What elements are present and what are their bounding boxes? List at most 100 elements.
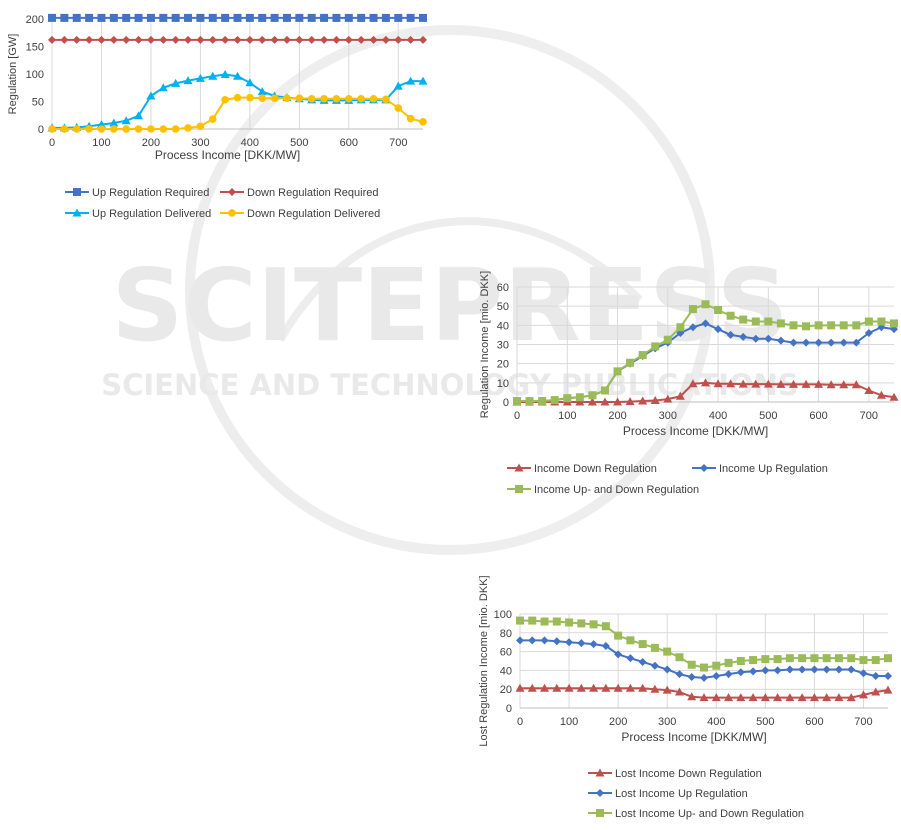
data-point bbox=[538, 397, 547, 406]
y-tick-label: 200 bbox=[26, 14, 44, 26]
legend-marker bbox=[73, 188, 81, 196]
y-tick-label: 20 bbox=[500, 684, 512, 696]
legend-marker bbox=[72, 208, 82, 217]
data-point bbox=[789, 338, 798, 347]
data-point bbox=[676, 323, 685, 332]
x-tick-label: 600 bbox=[805, 716, 823, 728]
data-point bbox=[134, 125, 143, 133]
x-tick-label: 600 bbox=[340, 137, 358, 149]
legend-label: Income Up Regulation bbox=[719, 463, 828, 475]
data-point bbox=[406, 76, 416, 85]
data-point bbox=[847, 665, 856, 674]
data-point bbox=[724, 658, 733, 667]
data-point bbox=[109, 13, 118, 22]
data-point bbox=[184, 35, 193, 44]
data-point bbox=[282, 13, 291, 22]
data-point bbox=[171, 125, 180, 133]
data-point bbox=[588, 391, 597, 400]
legend-marker bbox=[514, 463, 524, 472]
data-point bbox=[552, 683, 562, 692]
data-point bbox=[233, 93, 242, 102]
data-point bbox=[97, 13, 106, 22]
data-point bbox=[701, 300, 710, 309]
data-point bbox=[419, 118, 427, 126]
data-point bbox=[208, 13, 217, 22]
data-point bbox=[587, 397, 597, 406]
data-point bbox=[847, 654, 856, 663]
data-point bbox=[332, 13, 341, 22]
data-point bbox=[159, 35, 168, 44]
data-point bbox=[257, 87, 267, 96]
data-point bbox=[712, 672, 721, 681]
data-point bbox=[332, 94, 341, 103]
data-point bbox=[687, 660, 696, 669]
data-point bbox=[852, 321, 861, 330]
data-point bbox=[394, 13, 403, 22]
data-point bbox=[749, 667, 758, 676]
data-point bbox=[884, 672, 892, 681]
x-tick-label: 100 bbox=[558, 410, 576, 422]
x-tick-label: 200 bbox=[142, 137, 160, 149]
data-point bbox=[406, 13, 415, 22]
data-point bbox=[344, 35, 353, 44]
data-point bbox=[776, 319, 785, 328]
data-point bbox=[876, 390, 886, 399]
data-point bbox=[183, 76, 193, 85]
data-point bbox=[650, 661, 659, 670]
data-point bbox=[877, 317, 886, 326]
legend-item: Down Regulation Required bbox=[220, 187, 378, 199]
data-point bbox=[158, 83, 168, 92]
y-tick-label: 0 bbox=[38, 124, 44, 136]
data-point bbox=[761, 666, 770, 675]
data-point bbox=[369, 13, 378, 22]
data-point bbox=[889, 392, 899, 401]
data-point bbox=[282, 35, 291, 44]
series-1 bbox=[512, 378, 899, 406]
legend-label: Lost Income Down Regulation bbox=[615, 768, 762, 780]
data-point bbox=[233, 35, 242, 44]
data-point bbox=[625, 397, 635, 406]
data-point bbox=[626, 654, 635, 663]
data-point bbox=[614, 650, 623, 659]
data-point bbox=[748, 693, 758, 702]
data-point bbox=[146, 91, 156, 100]
data-point bbox=[601, 683, 611, 692]
data-point bbox=[270, 94, 279, 102]
legend-item: Lost Income Up- and Down Regulation bbox=[588, 808, 804, 820]
data-point bbox=[814, 321, 823, 330]
data-point bbox=[802, 322, 811, 331]
data-point bbox=[60, 35, 69, 44]
x-tick-label: 300 bbox=[659, 410, 677, 422]
data-point bbox=[565, 638, 574, 647]
data-point bbox=[270, 35, 279, 44]
series-2 bbox=[513, 319, 898, 406]
data-point bbox=[245, 13, 254, 22]
data-point bbox=[184, 124, 192, 132]
data-point bbox=[864, 317, 873, 326]
data-point bbox=[369, 94, 378, 103]
x-tick-label: 300 bbox=[658, 716, 676, 728]
series-line bbox=[517, 322, 895, 403]
legend: Income Down Regulation Income Up Regulati… bbox=[507, 463, 828, 496]
y-axis-title: Lost Regulation Income [mio. DKK] bbox=[478, 575, 490, 746]
data-point bbox=[406, 114, 415, 123]
x-tick-label: 100 bbox=[92, 137, 110, 149]
data-point bbox=[357, 13, 366, 22]
data-point bbox=[822, 693, 832, 702]
data-point bbox=[773, 655, 782, 664]
data-point bbox=[221, 13, 230, 22]
data-point bbox=[839, 321, 848, 330]
data-point bbox=[283, 94, 291, 102]
y-tick-label: 100 bbox=[26, 69, 44, 81]
legend: Up Regulation Required Down Regulation Re… bbox=[65, 187, 380, 220]
data-point bbox=[859, 669, 868, 678]
data-point bbox=[320, 94, 328, 103]
data-point bbox=[540, 617, 549, 626]
data-point bbox=[516, 616, 524, 625]
x-tick-label: 200 bbox=[608, 410, 626, 422]
data-point bbox=[564, 683, 574, 692]
legend-label: Down Regulation Required bbox=[247, 187, 378, 199]
legend-marker bbox=[228, 209, 236, 217]
data-point bbox=[884, 654, 892, 663]
